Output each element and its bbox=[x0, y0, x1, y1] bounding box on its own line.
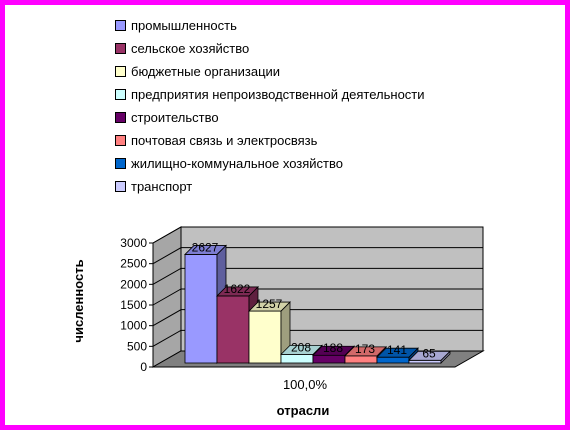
gridline bbox=[152, 226, 483, 244]
legend-label: предприятия непроизводственной деятельно… bbox=[131, 87, 425, 102]
bar-top bbox=[248, 301, 291, 312]
x-axis-title: отрасли bbox=[277, 403, 330, 418]
data-label: 208 bbox=[291, 340, 311, 354]
legend-label: почтовая связь и электросвязь bbox=[131, 133, 318, 148]
bar-front bbox=[376, 356, 410, 364]
data-label: 173 bbox=[355, 342, 375, 356]
gridline bbox=[152, 267, 483, 285]
data-label: 1257 bbox=[256, 297, 283, 311]
bar-top bbox=[408, 350, 451, 361]
bar-top bbox=[216, 286, 259, 297]
legend-label: промышленность bbox=[131, 18, 237, 33]
data-label: 141 bbox=[387, 343, 407, 357]
y-tick-label: 2000 bbox=[120, 277, 147, 291]
bar-top bbox=[184, 245, 227, 255]
y-tick-label: 1500 bbox=[120, 298, 147, 312]
y-tick-label: 0 bbox=[140, 360, 147, 374]
bar-chart: 0 500 1000 1500 2000 2500 3000 2627 1622 1257 208 1… bbox=[71, 226, 485, 418]
bar-front bbox=[184, 254, 218, 364]
legend-swatch bbox=[115, 181, 126, 192]
legend-item: промышленность bbox=[115, 14, 425, 37]
legend-item: строительство bbox=[115, 106, 425, 129]
legend-label: бюджетные организации bbox=[131, 64, 281, 79]
bar-top bbox=[376, 347, 419, 358]
bar-front bbox=[312, 354, 346, 364]
gridline bbox=[152, 309, 483, 327]
legend-swatch bbox=[115, 20, 126, 31]
legend-item: транспорт bbox=[115, 175, 425, 198]
legend-item: сельское хозяйство bbox=[115, 37, 425, 60]
gridline bbox=[152, 329, 483, 347]
bar-front bbox=[216, 295, 250, 364]
y-tick-label: 500 bbox=[127, 339, 147, 353]
legend-swatch bbox=[115, 89, 126, 100]
y-axis-title: численность bbox=[71, 259, 86, 342]
y-tick-label: 3000 bbox=[120, 236, 147, 250]
legend-label: жилищно-коммунальное хозяйство bbox=[131, 156, 343, 171]
gridline bbox=[152, 288, 483, 306]
legend-swatch bbox=[115, 135, 126, 146]
bar-top bbox=[344, 346, 387, 357]
legend-item: предприятия непроизводственной деятельно… bbox=[115, 83, 425, 106]
x-category-label: 100,0% bbox=[283, 377, 328, 392]
legend-swatch bbox=[115, 112, 126, 123]
bar-front bbox=[344, 355, 378, 364]
data-label: 1622 bbox=[224, 282, 251, 296]
legend-swatch bbox=[115, 66, 126, 77]
legend-swatch bbox=[115, 158, 126, 169]
legend-item: почтовая связь и электросвязь bbox=[115, 129, 425, 152]
y-tick-label: 1000 bbox=[120, 319, 147, 333]
bar-front bbox=[408, 359, 442, 364]
bar-top bbox=[280, 345, 323, 355]
legend-label: строительство bbox=[131, 110, 219, 125]
legend-item: жилищно-коммунальное хозяйство bbox=[115, 152, 425, 175]
chart-legend: промышленность сельское хозяйство бюджетны… bbox=[115, 14, 425, 198]
data-label: 65 bbox=[422, 346, 436, 360]
legend-label: сельское хозяйство bbox=[131, 41, 250, 56]
legend-label: транспорт bbox=[131, 179, 193, 194]
data-label: 188 bbox=[323, 341, 343, 355]
bar-front bbox=[280, 354, 314, 364]
data-label: 2627 bbox=[192, 240, 219, 254]
bar-top bbox=[312, 345, 355, 356]
y-tick-label: 2500 bbox=[120, 257, 147, 271]
legend-swatch bbox=[115, 43, 126, 54]
gridline bbox=[152, 247, 483, 265]
legend-item: бюджетные организации bbox=[115, 60, 425, 83]
bar-front bbox=[248, 310, 282, 364]
